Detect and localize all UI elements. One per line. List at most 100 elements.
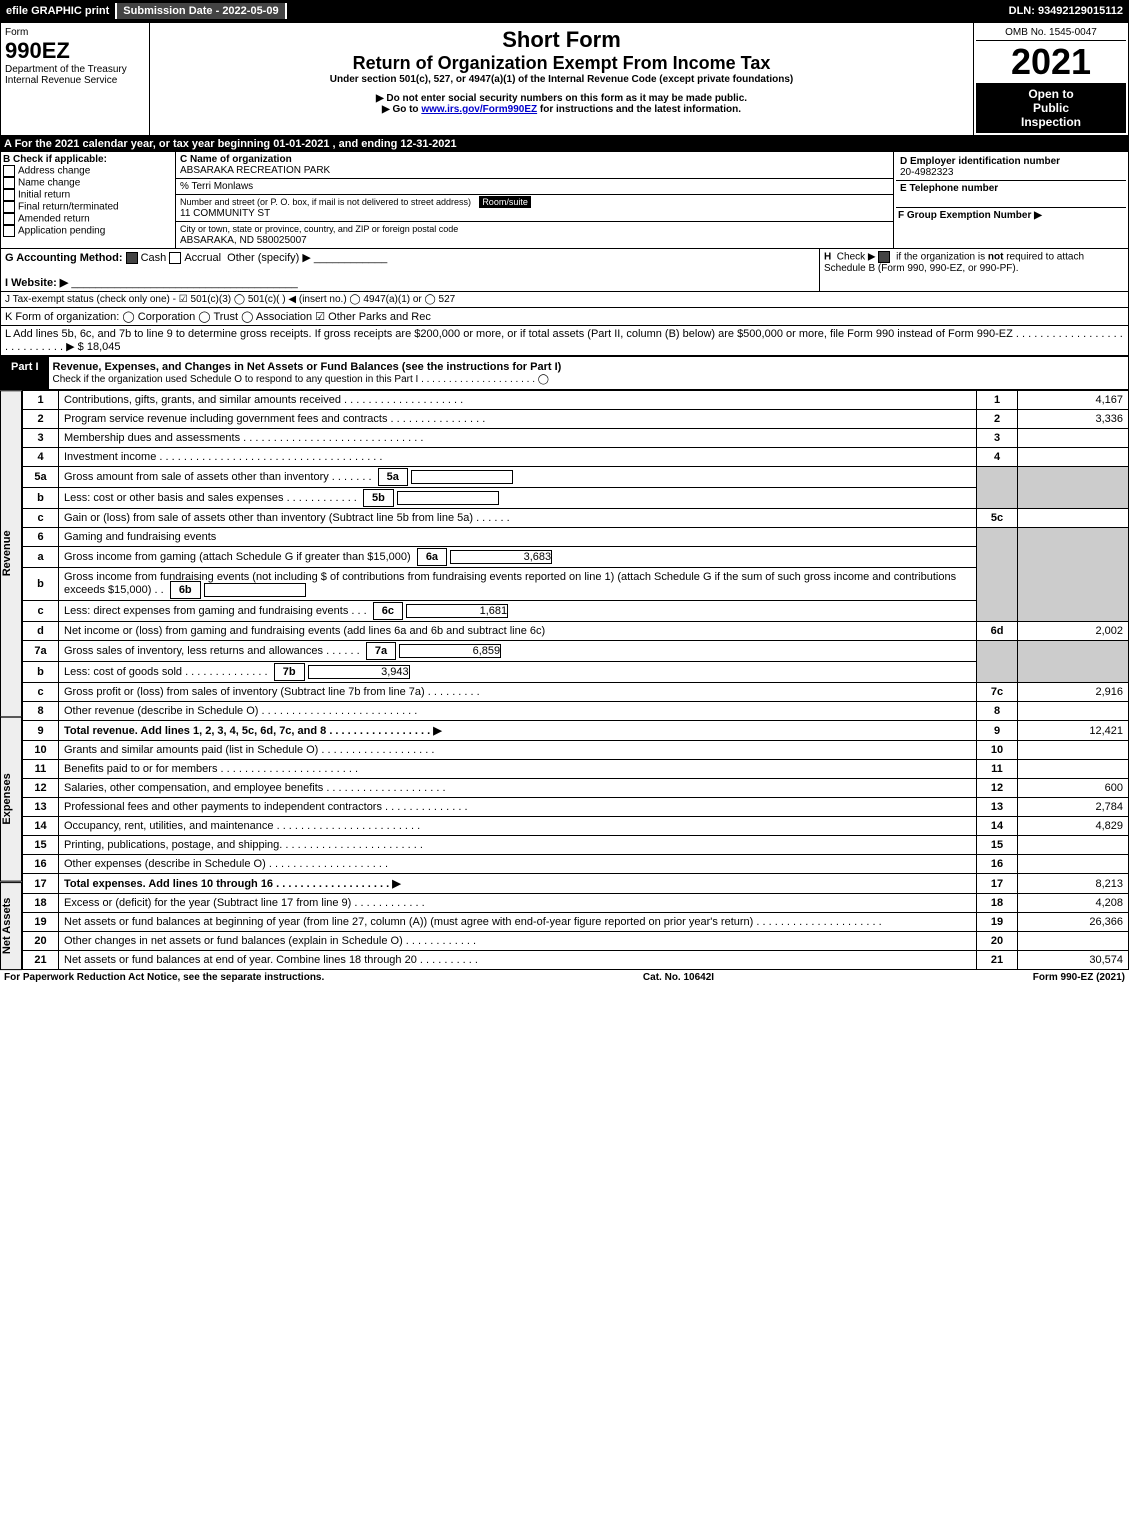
street: 11 COMMUNITY ST: [180, 208, 270, 219]
l10-text: Grants and similar amounts paid (list in…: [59, 741, 977, 760]
l5c-text: Gain or (loss) from sale of assets other…: [59, 509, 977, 528]
chk-amended[interactable]: [3, 213, 15, 225]
line-k: K Form of organization: ◯ Corporation ◯ …: [1, 308, 1128, 325]
line-16: 16Other expenses (describe in Schedule O…: [23, 855, 1129, 874]
l20-val: [1018, 932, 1129, 951]
l7c-val: 2,916: [1018, 683, 1129, 702]
l21-text: Net assets or fund balances at end of ye…: [59, 951, 977, 970]
l8-text: Other revenue (describe in Schedule O) .…: [59, 702, 977, 721]
line-7a: 7aGross sales of inventory, less returns…: [23, 641, 1129, 662]
i-website: I Website: ▶: [5, 277, 68, 289]
g-label: G Accounting Method:: [5, 252, 123, 264]
city: ABSARAKA, ND 580025007: [180, 235, 307, 246]
l7a-val: 6,859: [399, 644, 501, 658]
omb: OMB No. 1545-0047: [976, 25, 1126, 41]
title-return: Return of Organization Exempt From Incom…: [154, 53, 969, 74]
c-label: C Name of organization: [180, 154, 292, 165]
l-text: L Add lines 5b, 6c, and 7b to line 9 to …: [5, 328, 1123, 353]
line-19: 19Net assets or fund balances at beginni…: [23, 913, 1129, 932]
lines-table: 1Contributions, gifts, grants, and simil…: [22, 390, 1129, 970]
opt-address: Address change: [18, 166, 90, 177]
l4-val: [1018, 448, 1129, 467]
l1-val: 4,167: [1018, 391, 1129, 410]
l11-text: Benefits paid to or for members . . . . …: [59, 760, 977, 779]
l6a-val: 3,683: [450, 550, 552, 564]
l6c-text: Less: direct expenses from gaming and fu…: [64, 605, 367, 617]
city-label: City or town, state or province, country…: [180, 224, 458, 234]
l10-val: [1018, 741, 1129, 760]
line-6d: dNet income or (loss) from gaming and fu…: [23, 622, 1129, 641]
l19-text: Net assets or fund balances at beginning…: [59, 913, 977, 932]
l9-val: 12,421: [1018, 721, 1129, 741]
l17-text: Total expenses. Add lines 10 through 16 …: [64, 878, 401, 890]
f-label: F Group Exemption Number ▶: [898, 210, 1042, 221]
line-1: 1Contributions, gifts, grants, and simil…: [23, 391, 1129, 410]
line-3: 3Membership dues and assessments . . . .…: [23, 429, 1129, 448]
row-gh: G Accounting Method: Cash Accrual Other …: [0, 249, 1129, 292]
netassets-label: Net Assets: [0, 882, 22, 970]
chk-address[interactable]: [3, 165, 15, 177]
ein: 20-4982323: [900, 167, 953, 178]
l6a-text: Gross income from gaming (attach Schedul…: [64, 551, 411, 563]
addr-label: Number and street (or P. O. box, if mail…: [180, 197, 471, 207]
l6d-val: 2,002: [1018, 622, 1129, 641]
l12-val: 600: [1018, 779, 1129, 798]
footer-left: For Paperwork Reduction Act Notice, see …: [4, 972, 324, 983]
accrual-label: Accrual: [184, 252, 221, 264]
part1-title-text: Revenue, Expenses, and Changes in Net As…: [53, 361, 562, 373]
chk-final[interactable]: [3, 201, 15, 213]
line-11: 11Benefits paid to or for members . . . …: [23, 760, 1129, 779]
line-5b: bLess: cost or other basis and sales exp…: [23, 488, 1129, 509]
chk-h[interactable]: [878, 251, 890, 263]
irs-label: Internal Revenue Service: [5, 75, 145, 86]
section-c: C Name of organizationABSARAKA RECREATIO…: [176, 152, 893, 248]
l18-text: Excess or (deficit) for the year (Subtra…: [59, 894, 977, 913]
efile-label[interactable]: efile GRAPHIC print: [0, 3, 117, 19]
line-2: 2Program service revenue including gover…: [23, 410, 1129, 429]
l7c-text: Gross profit or (loss) from sales of inv…: [59, 683, 977, 702]
l2-text: Program service revenue including govern…: [59, 410, 977, 429]
l15-val: [1018, 836, 1129, 855]
chk-cash[interactable]: [126, 252, 138, 264]
irs-link[interactable]: www.irs.gov/Form990EZ: [421, 104, 537, 115]
section-def: D Employer identification number20-49823…: [893, 152, 1128, 248]
line-20: 20Other changes in net assets or fund ba…: [23, 932, 1129, 951]
l11-val: [1018, 760, 1129, 779]
line-4: 4Investment income . . . . . . . . . . .…: [23, 448, 1129, 467]
l16-text: Other expenses (describe in Schedule O) …: [59, 855, 977, 874]
form-number: 990EZ: [5, 38, 145, 64]
l12-text: Salaries, other compensation, and employ…: [59, 779, 977, 798]
l20-text: Other changes in net assets or fund bala…: [59, 932, 977, 951]
chk-pending[interactable]: [3, 225, 15, 237]
org-name: ABSARAKA RECREATION PARK: [180, 165, 330, 176]
line-9: 9Total revenue. Add lines 1, 2, 3, 4, 5c…: [23, 721, 1129, 741]
section-b: B Check if applicable: Address change Na…: [1, 152, 176, 248]
warn-link: ▶ Go to www.irs.gov/Form990EZ for instru…: [154, 104, 969, 115]
line-7c: cGross profit or (loss) from sales of in…: [23, 683, 1129, 702]
opt-amended: Amended return: [18, 214, 90, 225]
chk-accrual[interactable]: [169, 252, 181, 264]
l14-val: 4,829: [1018, 817, 1129, 836]
part1-check: Check if the organization used Schedule …: [53, 374, 549, 385]
lines-wrapper: Revenue Expenses Net Assets 1Contributio…: [0, 390, 1129, 970]
l6a-n: 6a: [417, 548, 447, 566]
line-6: 6Gaming and fundraising events: [23, 528, 1129, 547]
l9-text: Total revenue. Add lines 1, 2, 3, 4, 5c,…: [64, 725, 442, 737]
l18-val: 4,208: [1018, 894, 1129, 913]
form-label: Form: [5, 27, 145, 38]
chk-name[interactable]: [3, 177, 15, 189]
line-5c: cGain or (loss) from sale of assets othe…: [23, 509, 1129, 528]
chk-initial[interactable]: [3, 189, 15, 201]
submission-date: Submission Date - 2022-05-09: [117, 3, 286, 19]
other-label: Other (specify) ▶: [227, 252, 311, 264]
opt-name: Name change: [18, 178, 80, 189]
l-value: 18,045: [87, 341, 121, 353]
insp-2: Public: [980, 101, 1122, 115]
l17-val: 8,213: [1018, 874, 1129, 894]
l2-val: 3,336: [1018, 410, 1129, 429]
footer-right: Form 990-EZ (2021): [1033, 972, 1125, 983]
line-12: 12Salaries, other compensation, and empl…: [23, 779, 1129, 798]
line-6c: cLess: direct expenses from gaming and f…: [23, 601, 1129, 622]
l16-val: [1018, 855, 1129, 874]
form-header: Form 990EZ Department of the Treasury In…: [0, 22, 1129, 136]
